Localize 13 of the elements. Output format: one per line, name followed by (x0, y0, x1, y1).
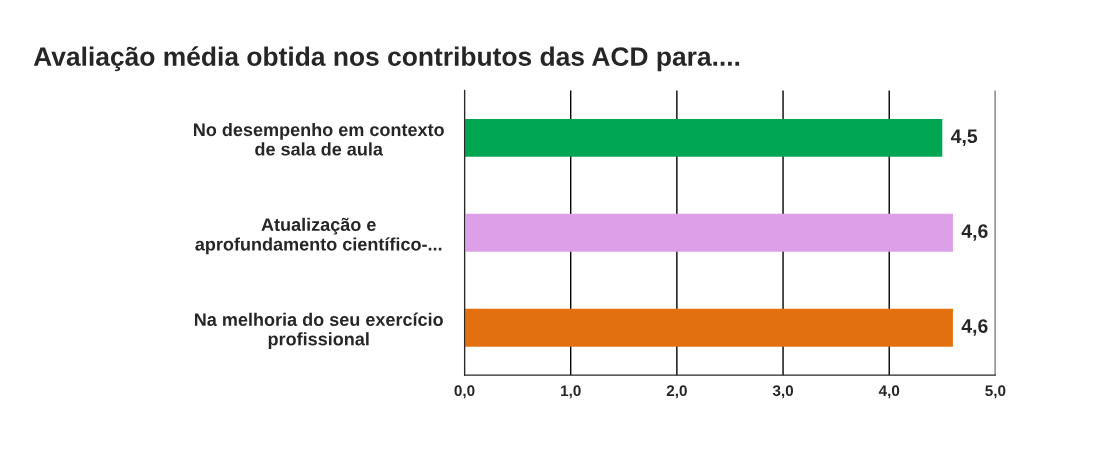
y-tick-label: Atualização e aprofundamento científico-... (195, 217, 442, 255)
y-tick-label: No desempenho em contexto de sala de aula (193, 122, 444, 156)
x-tick-label: 4,0 (878, 385, 900, 399)
y-tick-label: Na melhoria do seu exercício profissional (194, 312, 443, 350)
x-tick-label: 5,0 (985, 385, 1006, 399)
x-tick-label: 3,0 (772, 385, 794, 399)
x-tick-label: 0,0 (454, 385, 475, 399)
data-label: 4,6 (961, 224, 988, 241)
data-label: 4,5 (950, 129, 978, 146)
chart-title: Avaliação média obtida nos contributos das ACD para.... (33, 46, 740, 72)
data-label: 4,6 (961, 319, 988, 336)
x-tick-label: 1,0 (561, 385, 581, 399)
x-tick-label: 2,0 (666, 385, 687, 399)
